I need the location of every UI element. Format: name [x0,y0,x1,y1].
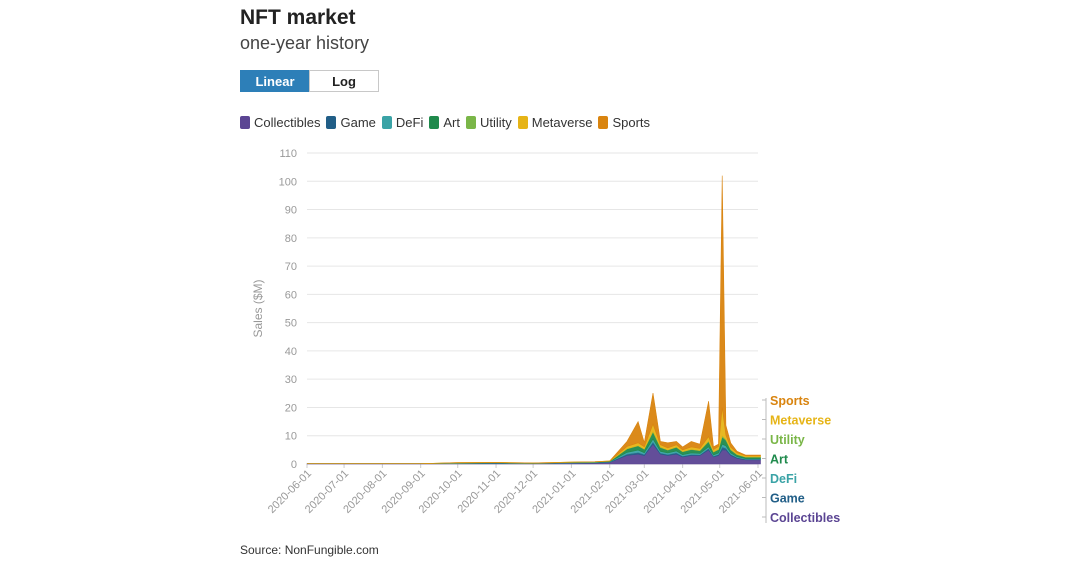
legend-label: Art [443,115,460,130]
y-tick-label: 0 [291,459,297,471]
legend-swatch [240,116,250,129]
end-label-game: Game [770,492,805,506]
end-label-sports: Sports [770,394,810,408]
end-label-defi: DeFi [770,472,797,486]
end-label-utility: Utility [770,433,805,447]
legend-label: Metaverse [531,115,593,130]
y-tick-label: 110 [279,148,297,160]
end-label-metaverse: Metaverse [770,414,831,428]
legend-swatch [517,116,528,129]
legend-label: Game [340,115,376,130]
legend-item-sports[interactable]: Sports [598,115,650,130]
y-tick-label: 60 [285,289,297,301]
scale-toggle: Linear Log [240,70,379,92]
y-tick-label: 70 [285,261,297,273]
y-tick-label: 20 [285,402,297,414]
legend-swatch [429,116,440,129]
log-button[interactable]: Log [309,70,379,92]
legend-item-art[interactable]: Art [429,115,460,130]
legend-swatch [598,116,609,129]
legend-label: DeFi [395,115,424,130]
chart-title: NFT market [240,6,356,29]
end-label-art: Art [770,453,789,467]
legend-label: Sports [612,115,651,130]
legend-item-defi[interactable]: DeFi [381,115,424,130]
legend-label: Collectibles [254,115,321,130]
y-tick-label: 40 [285,346,297,358]
y-tick-label: 30 [285,374,297,386]
legend-item-collectibles[interactable]: Collectibles [240,115,320,130]
legend-swatch [326,116,337,129]
y-tick-label: 100 [279,176,297,188]
legend-swatch [381,116,392,129]
y-axis-label: Sales ($M) [251,279,265,337]
legend-label: Utility [479,115,512,130]
legend-item-metaverse[interactable]: Metaverse [517,115,593,130]
legend: Collectibles Game DeFi Art Utility Metaverse S… [240,115,656,130]
legend-item-utility[interactable]: Utility [465,115,512,130]
area-sports [307,175,761,464]
chart-subtitle: one-year history [240,33,370,53]
y-tick-label: 10 [285,431,297,443]
source-note: Source: NonFungible.com [240,543,379,557]
end-label-collectibles: Collectibles [770,511,840,525]
y-tick-label: 90 [285,205,297,217]
legend-swatch [465,116,476,129]
y-tick-label: 50 [285,318,297,330]
legend-item-game[interactable]: Game [326,115,376,130]
y-tick-label: 80 [285,233,297,245]
